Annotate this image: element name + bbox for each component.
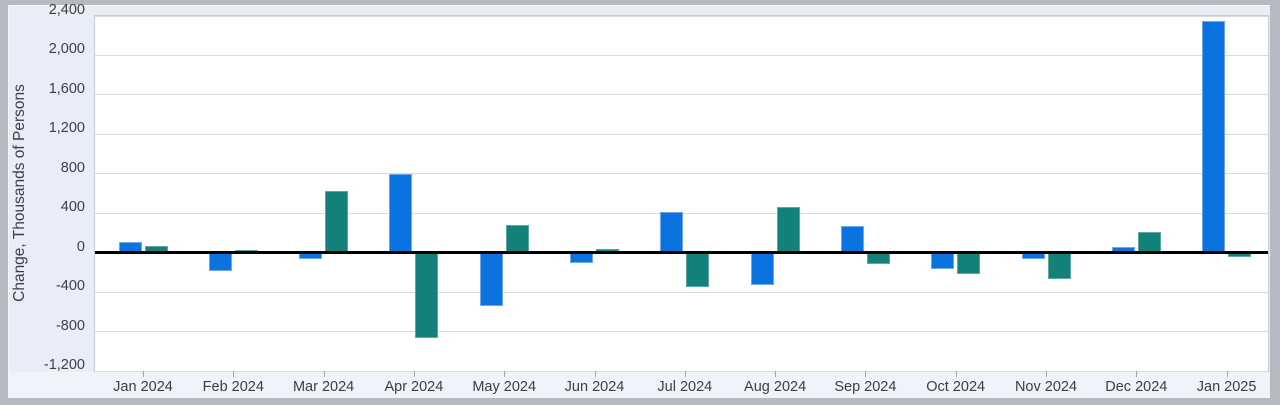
y-tick-label--800: -800 (55, 317, 85, 334)
x-axis-label-may-2024: May 2024 (472, 379, 537, 395)
x-tick-mark-jan-2025 (1226, 371, 1228, 377)
y-tick-label-1200: 1,200 (48, 120, 85, 137)
bar-teal-series-nov-2024 (1047, 252, 1071, 280)
zero-axis-line (95, 251, 1268, 255)
y-tick-label--400: -400 (55, 278, 85, 295)
bar-teal-series-oct-2024 (957, 252, 981, 275)
x-tick-mark-feb-2024 (233, 371, 235, 377)
bar-teal-series-aug-2024 (776, 207, 800, 253)
x-axis-label-apr-2024: Apr 2024 (384, 379, 444, 395)
x-axis-label-sep-2024: Sep 2024 (834, 379, 897, 395)
gridline-2400 (95, 15, 1268, 17)
x-tick-mark-dec-2024 (1136, 371, 1138, 377)
x-axis-label-oct-2024: Oct 2024 (926, 379, 986, 395)
gridline-800 (95, 173, 1268, 175)
bar-blue-series-aug-2024 (750, 252, 774, 286)
bar-blue-series-feb-2024 (208, 252, 232, 272)
plot-area (94, 15, 1269, 372)
bar-blue-series-jan-2025 (1202, 20, 1226, 253)
y-tick-label--1200: -1,200 (43, 357, 85, 373)
x-axis-label-jul-2024: Jul 2024 (657, 379, 713, 395)
y-tick-label-400: 400 (60, 199, 85, 216)
gridline--800 (95, 331, 1268, 333)
y-tick-label-2400: 2,400 (48, 2, 85, 18)
y-tick-label-800: 800 (60, 159, 85, 176)
gridline--1200 (95, 370, 1268, 372)
bar-teal-series-sep-2024 (866, 252, 890, 265)
x-axis-label-jan-2025: Jan 2025 (1196, 379, 1257, 395)
bar-blue-series-sep-2024 (840, 226, 864, 253)
x-tick-mark-apr-2024 (413, 371, 415, 377)
x-tick-mark-sep-2024 (865, 371, 867, 377)
bar-teal-series-dec-2024 (1137, 231, 1161, 253)
y-tick-label-2000: 2,000 (48, 41, 85, 58)
x-tick-mark-jul-2024 (684, 371, 686, 377)
bar-blue-series-oct-2024 (931, 252, 955, 270)
gridline-2000 (95, 54, 1268, 56)
x-tick-mark-jun-2024 (594, 371, 596, 377)
x-axis-band (8, 372, 1270, 398)
x-tick-mark-may-2024 (504, 371, 506, 377)
bar-teal-series-may-2024 (505, 225, 529, 253)
x-tick-mark-jan-2024 (143, 371, 144, 377)
x-axis-label-aug-2024: Aug 2024 (744, 379, 807, 395)
bar-teal-series-jul-2024 (686, 252, 710, 288)
bar-blue-series-jul-2024 (660, 212, 684, 253)
x-axis-label-jun-2024: Jun 2024 (564, 379, 625, 395)
gridline-1600 (95, 94, 1268, 96)
bar-teal-series-mar-2024 (325, 190, 349, 253)
x-axis-label-dec-2024: Dec 2024 (1105, 379, 1168, 395)
x-axis-label-feb-2024: Feb 2024 (202, 379, 264, 395)
bar-teal-series-apr-2024 (415, 252, 439, 339)
x-axis-label-nov-2024: Nov 2024 (1014, 379, 1078, 395)
x-axis-label-jan-2024: Jan 2024 (113, 379, 173, 395)
y-axis-title: Change, Thousands of Persons (11, 84, 28, 302)
x-axis-label-mar-2024: Mar 2024 (292, 379, 355, 395)
gridline-1200 (95, 133, 1268, 135)
x-tick-mark-nov-2024 (1046, 371, 1047, 377)
bar-blue-series-apr-2024 (389, 173, 413, 253)
y-tick-label-1600: 1,600 (48, 80, 85, 97)
x-tick-mark-oct-2024 (955, 371, 957, 377)
bar-blue-series-may-2024 (479, 252, 503, 306)
y-tick-label-0: 0 (76, 238, 85, 255)
x-tick-mark-aug-2024 (775, 371, 777, 377)
x-tick-mark-mar-2024 (323, 371, 325, 377)
gridline--400 (95, 291, 1268, 293)
